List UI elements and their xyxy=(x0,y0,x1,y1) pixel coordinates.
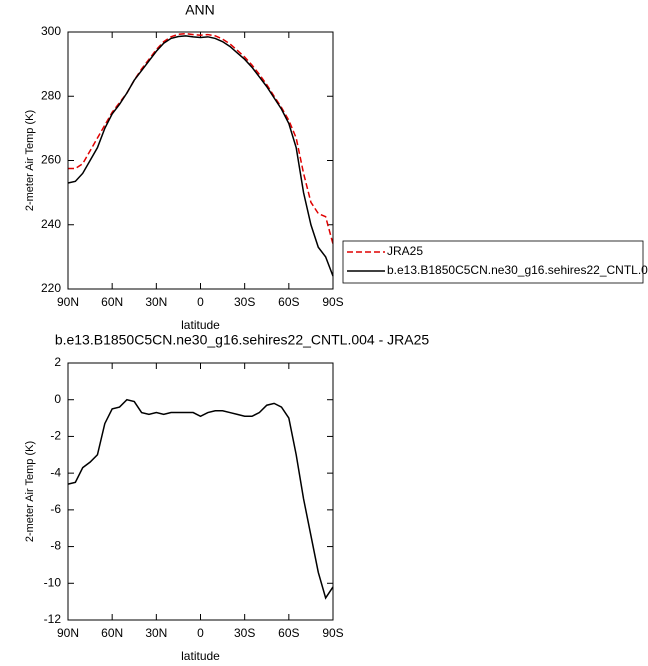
x-tick-label: 60S xyxy=(278,626,299,640)
legend-label: b.e13.B1850C5CN.ne30_g16.sehires22_CNTL.… xyxy=(387,263,648,277)
data-line xyxy=(67,35,334,277)
x-tick-label: 30S xyxy=(234,295,255,309)
x-tick-label: 60N xyxy=(101,626,123,640)
y-tick-label: 260 xyxy=(41,153,61,167)
y-tick-label: -10 xyxy=(44,575,62,589)
x-tick-label: 0 xyxy=(197,626,204,640)
chart-title: b.e13.B1850C5CN.ne30_g16.sehires22_CNTL.… xyxy=(55,332,430,348)
y-tick-label: -4 xyxy=(50,465,61,479)
plot-frame xyxy=(67,31,334,290)
x-tick-label: 90S xyxy=(322,295,343,309)
x-tick-label: 60N xyxy=(101,295,123,309)
y-axis-label: 2-meter Air Temp (K) xyxy=(24,110,36,211)
y-tick-label: -2 xyxy=(50,429,61,443)
chart-title: ANN xyxy=(185,2,215,18)
data-line xyxy=(67,398,334,600)
y-tick-label: 300 xyxy=(41,24,61,38)
y-tick-label: -6 xyxy=(50,502,61,516)
y-tick-label: 280 xyxy=(41,88,61,102)
legend-box xyxy=(342,240,644,284)
x-tick-label: 60S xyxy=(278,295,299,309)
x-tick-label: 90N xyxy=(57,295,79,309)
x-tick-label: 90S xyxy=(322,626,343,640)
y-tick-label: 220 xyxy=(41,281,61,295)
y-tick-label: -8 xyxy=(50,539,61,553)
plot-frame xyxy=(67,362,334,621)
legend-label: JRA25 xyxy=(387,244,423,258)
y-tick-label: -12 xyxy=(44,612,62,626)
x-axis-label: latitude xyxy=(181,318,220,332)
x-tick-label: 90N xyxy=(57,626,79,640)
y-tick-label: 0 xyxy=(54,392,61,406)
y-axis-label: 2-meter Air Temp (K) xyxy=(24,441,36,542)
x-tick-label: 30S xyxy=(234,626,255,640)
x-axis-label: latitude xyxy=(181,649,220,663)
y-tick-label: 2 xyxy=(54,355,61,369)
x-tick-label: 30N xyxy=(145,295,167,309)
x-tick-label: 0 xyxy=(197,295,204,309)
y-tick-label: 240 xyxy=(41,217,61,231)
data-line xyxy=(68,32,334,245)
x-tick-label: 30N xyxy=(145,626,167,640)
